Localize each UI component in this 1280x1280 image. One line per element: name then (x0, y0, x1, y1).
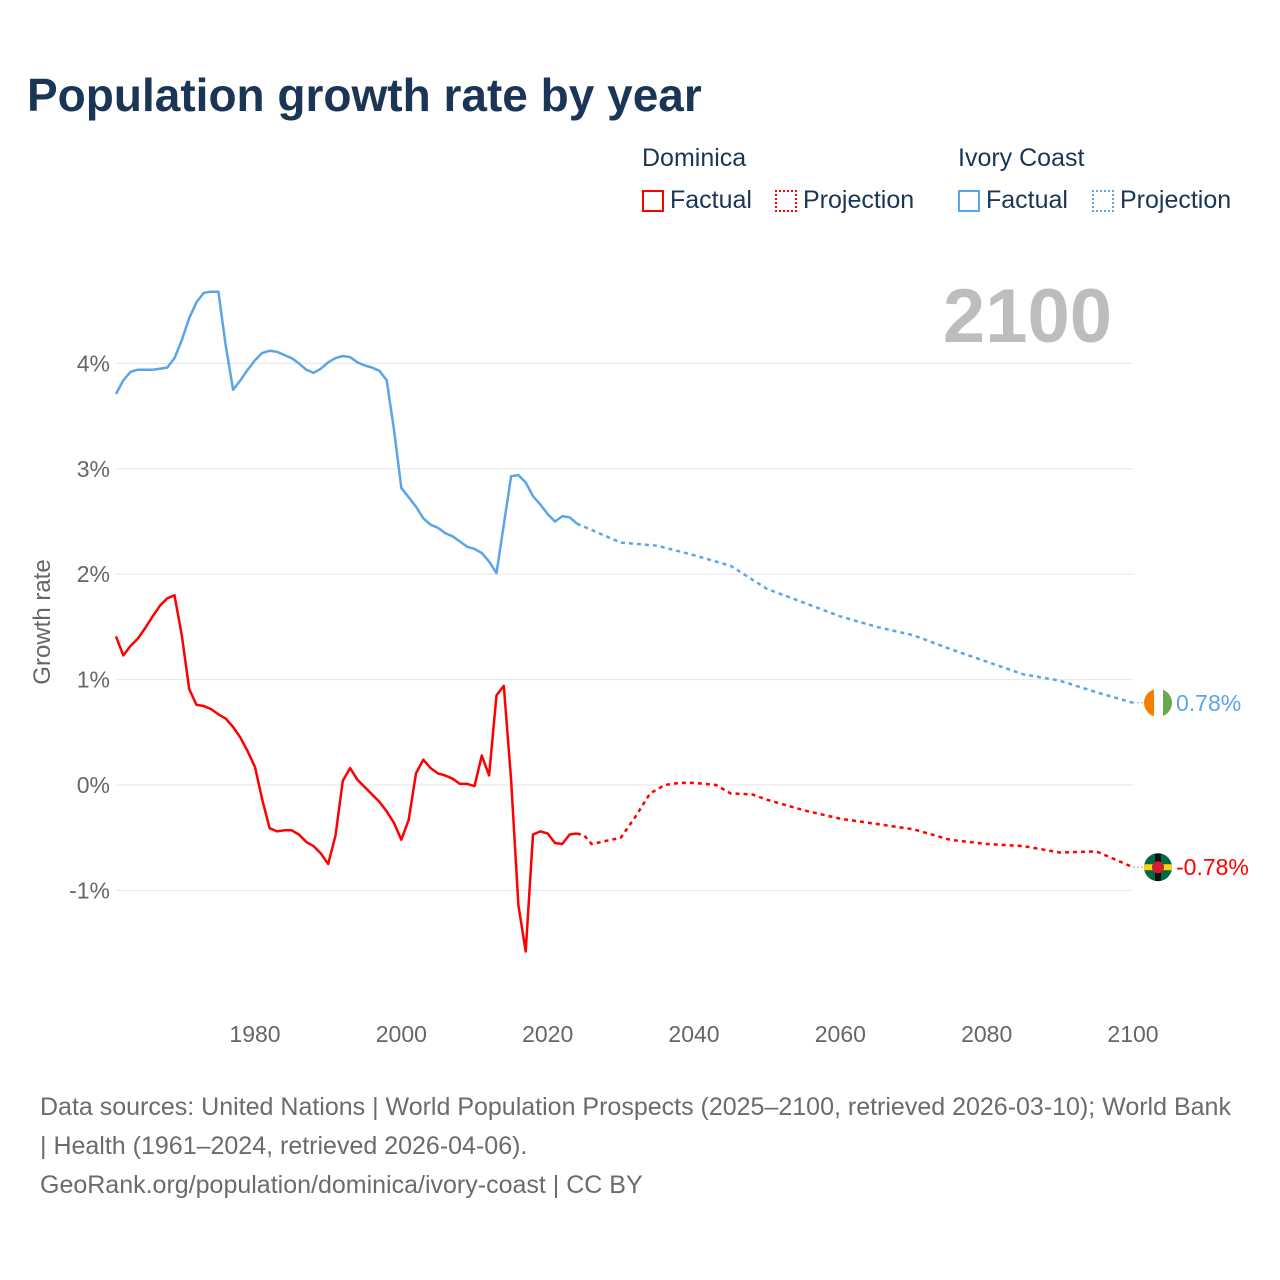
legend-label: Factual (670, 186, 752, 214)
y-tick-label: -1% (69, 877, 110, 903)
year-label: 2100 (943, 274, 1112, 359)
chart-title: Population growth rate by year (27, 69, 702, 121)
y-tick-label: 2% (77, 561, 110, 587)
ivory-coast-end-value: 0.78% (1176, 690, 1241, 716)
x-tick-label: 2080 (961, 1021, 1012, 1047)
y-tick-label: 4% (77, 350, 110, 376)
legend-group-dominica: Dominica (642, 144, 747, 172)
ivory-coast-projection-line (576, 522, 1134, 705)
y-tick-label: 0% (77, 772, 110, 798)
legend-dominica-projection[interactable]: Projection (775, 186, 914, 215)
legend-swatch-dotted (1092, 189, 1114, 212)
legend-swatch-solid (642, 189, 664, 212)
footer: Data sources: United Nations | World Pop… (40, 1088, 1240, 1205)
x-tick-label: 1980 (229, 1021, 280, 1047)
x-tick-label: 2100 (1107, 1021, 1158, 1047)
legend-swatch-solid (958, 189, 980, 212)
x-tick-label: 2060 (815, 1021, 866, 1047)
legend-ivory-coast-projection[interactable]: Projection (1092, 186, 1231, 215)
legend-swatch-dotted (775, 189, 797, 212)
x-tick-label: 2020 (522, 1021, 573, 1047)
dominica-end-value: -0.78% (1176, 854, 1249, 880)
legend-label: Projection (1120, 186, 1232, 214)
ivory-coast-flag-icon (1144, 688, 1172, 717)
dominica-projection-line (576, 781, 1134, 869)
legend-label: Factual (986, 186, 1068, 214)
x-tick-label: 2000 (376, 1021, 427, 1047)
y-tick-label: 3% (77, 456, 110, 482)
dominica-factual-line (114, 594, 578, 953)
ivory-coast-factual-line (114, 290, 578, 575)
legend-dominica-factual[interactable]: Factual (642, 186, 752, 215)
legend-ivory-coast-factual[interactable]: Factual (958, 186, 1068, 215)
legend-label: Projection (803, 186, 915, 214)
y-axis-label: Growth rate (29, 559, 56, 684)
source-link[interactable]: GeoRank.org/population/dominica/ivory-co… (40, 1171, 643, 1199)
y-tick-label: 1% (77, 667, 110, 693)
plot-area: 2100 Growth rate 4% 3% 2% 1% 0% -1% 1980 2000 20… (29, 274, 1249, 1047)
x-tick-label: 2040 (668, 1021, 719, 1047)
data-sources: Data sources: United Nations | World Pop… (40, 1093, 1231, 1160)
dominica-flag-icon (1144, 853, 1172, 882)
legend-group-ivory-coast: Ivory Coast (958, 144, 1085, 172)
